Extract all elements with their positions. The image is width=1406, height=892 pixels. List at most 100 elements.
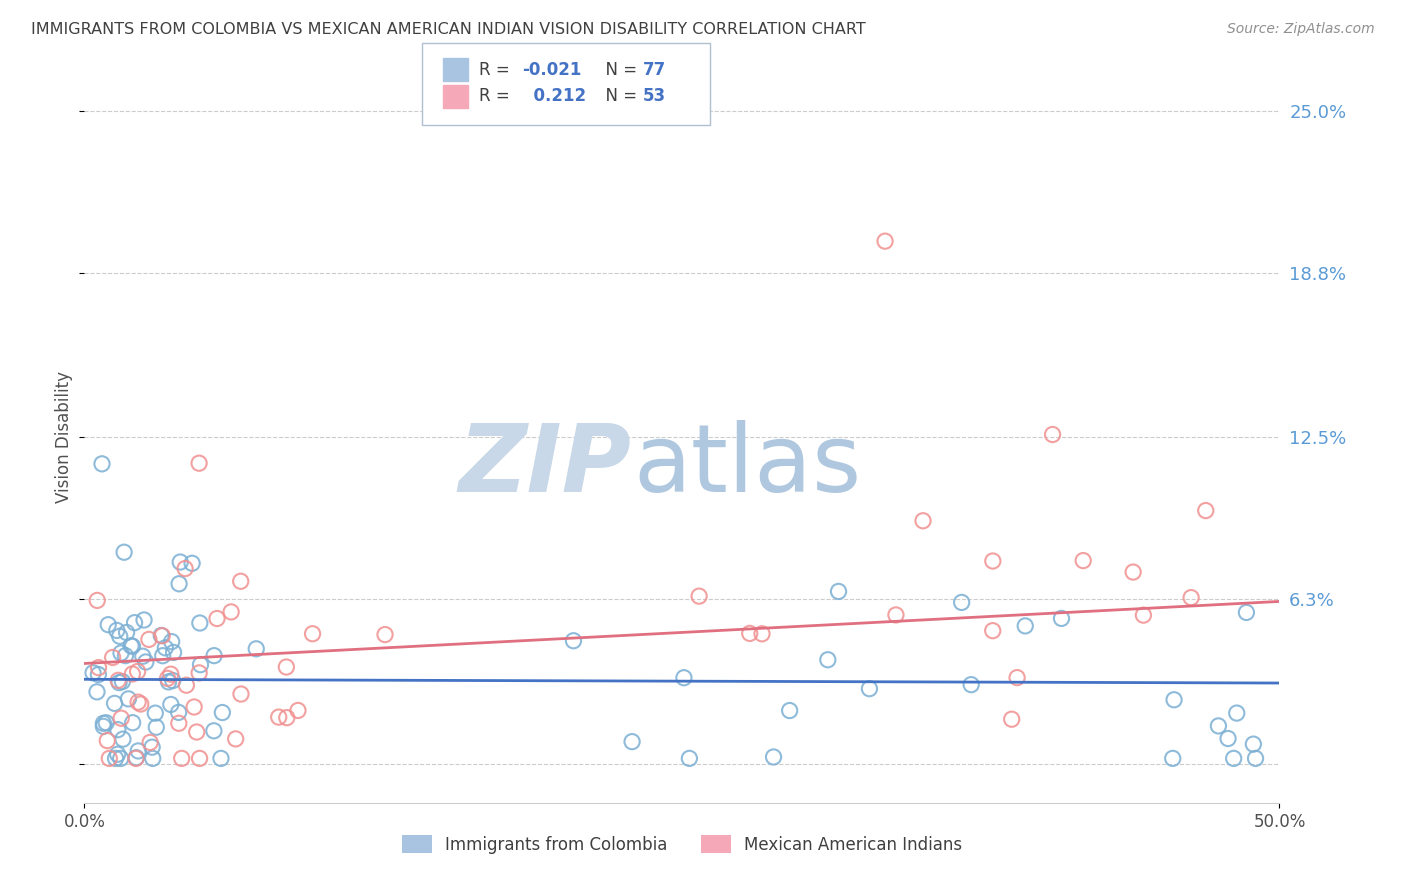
Point: [110, 646, 132, 660]
Point: [156, 671, 179, 685]
Point: [779, 704, 801, 718]
Point: [202, 648, 225, 663]
Point: [183, 700, 205, 714]
Point: [1163, 692, 1185, 706]
Point: [176, 678, 198, 692]
Point: [157, 674, 180, 689]
Point: [188, 456, 211, 470]
Text: 53: 53: [643, 87, 665, 105]
Point: [93, 716, 115, 731]
Point: [188, 615, 211, 630]
Point: [124, 615, 146, 630]
Point: [112, 545, 135, 559]
Point: [1236, 606, 1258, 620]
Point: [1050, 611, 1073, 625]
Point: [911, 514, 934, 528]
Point: [827, 584, 849, 599]
Point: [139, 735, 162, 749]
Point: [205, 611, 228, 625]
Point: [225, 731, 247, 746]
Point: [738, 626, 761, 640]
Point: [1244, 751, 1267, 765]
Point: [145, 720, 167, 734]
Point: [127, 695, 149, 709]
Point: [91, 457, 114, 471]
Y-axis label: Vision Disability: Vision Disability: [55, 371, 73, 503]
Point: [104, 751, 127, 765]
Point: [114, 648, 136, 663]
Point: [121, 667, 143, 681]
Point: [1132, 608, 1154, 623]
Point: [152, 648, 174, 663]
Point: [127, 665, 149, 679]
Point: [287, 703, 309, 717]
Point: [115, 625, 138, 640]
Point: [174, 561, 197, 575]
Legend: Immigrants from Colombia, Mexican American Indians: Immigrants from Colombia, Mexican Americ…: [395, 829, 969, 860]
Text: ZIP: ZIP: [458, 420, 631, 512]
Point: [1222, 751, 1244, 765]
Point: [87, 660, 110, 674]
Point: [678, 751, 700, 765]
Point: [229, 687, 252, 701]
Point: [211, 706, 233, 720]
Point: [374, 627, 396, 641]
Point: [1014, 619, 1036, 633]
Point: [1208, 719, 1230, 733]
Point: [103, 697, 125, 711]
Point: [107, 673, 129, 688]
Point: [981, 554, 1004, 568]
Text: N =: N =: [595, 61, 643, 78]
Point: [267, 710, 290, 724]
Point: [159, 667, 181, 681]
Point: [155, 640, 177, 655]
Point: [1216, 731, 1239, 746]
Point: [108, 675, 131, 690]
Point: [1005, 671, 1028, 685]
Point: [110, 751, 132, 765]
Point: [125, 751, 148, 765]
Point: [219, 605, 242, 619]
Point: [229, 574, 252, 589]
Point: [762, 750, 785, 764]
Point: [141, 740, 163, 755]
Point: [562, 633, 585, 648]
Text: 0.212: 0.212: [522, 87, 586, 105]
Point: [167, 706, 190, 720]
Point: [1122, 565, 1144, 579]
Point: [150, 628, 173, 642]
Point: [132, 649, 155, 664]
Point: [858, 681, 880, 696]
Point: [93, 719, 115, 733]
Text: -0.021: -0.021: [522, 61, 581, 78]
Point: [96, 733, 118, 747]
Point: [1071, 553, 1094, 567]
Point: [875, 234, 897, 248]
Point: [190, 657, 212, 672]
Point: [181, 556, 204, 570]
Point: [170, 751, 193, 765]
Point: [276, 660, 298, 674]
Point: [135, 655, 157, 669]
Point: [138, 632, 160, 647]
Text: N =: N =: [595, 87, 643, 105]
Point: [162, 673, 184, 688]
Point: [186, 725, 208, 739]
Point: [960, 678, 983, 692]
Point: [884, 607, 907, 622]
Text: R =: R =: [479, 61, 516, 78]
Point: [97, 617, 120, 632]
Point: [117, 691, 139, 706]
Point: [96, 715, 118, 730]
Point: [98, 751, 121, 765]
Point: [751, 627, 773, 641]
Point: [188, 751, 211, 765]
Point: [621, 734, 644, 748]
Point: [101, 650, 124, 665]
Point: [1001, 712, 1024, 726]
Point: [86, 685, 108, 699]
Point: [169, 555, 191, 569]
Point: [125, 750, 148, 764]
Point: [142, 751, 165, 765]
Point: [108, 629, 131, 643]
